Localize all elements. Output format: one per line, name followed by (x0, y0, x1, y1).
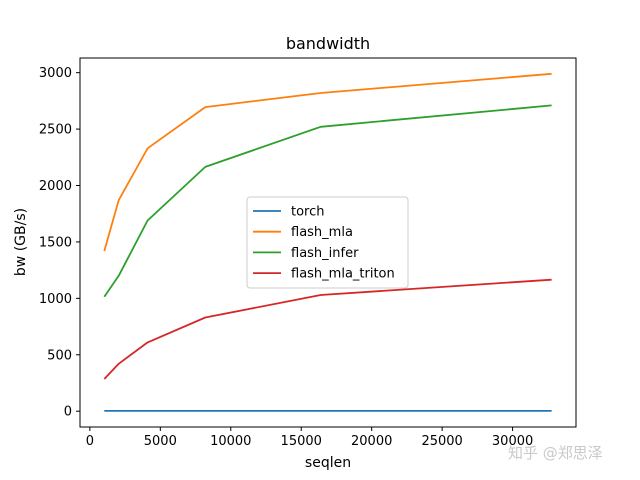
series-line-flash-mla-triton (103, 278, 552, 380)
y-tick-label: 2000 (39, 179, 72, 194)
legend-label: flash_mla (291, 225, 353, 240)
plot-frame (79, 57, 577, 428)
y-tick-label: 3000 (39, 66, 72, 81)
legend-label: torch (291, 205, 325, 220)
y-axis-label: bw (GB/s) (13, 208, 29, 276)
x-tick-label: 25000 (421, 434, 462, 449)
x-axis-label: seqlen (305, 455, 351, 471)
watermark: 知乎 @郑思泽 (508, 444, 603, 462)
y-axis: 0 500 1000 1500 2000 2500 3000 (39, 66, 80, 420)
series-line-flash-mla (103, 72, 552, 252)
y-tick-label: 1000 (39, 292, 72, 307)
x-tick-label: 30000 (492, 434, 533, 449)
legend: torch flash_mla flash_infer flash_mla_trito… (246, 196, 409, 289)
legend-frame (246, 196, 409, 289)
x-axis: 0 5000 10000 15000 20000 25000 30000 (86, 427, 533, 449)
legend-label: flash_infer (291, 246, 359, 261)
plot-area (79, 57, 577, 428)
legend-label: flash_mla_triton (291, 267, 395, 282)
y-tick-label: 2500 (39, 123, 72, 138)
x-tick-label: 5000 (144, 434, 177, 449)
x-tick-label: 20000 (351, 434, 392, 449)
y-tick-label: 0 (64, 405, 72, 420)
chart-title: bandwidth (286, 34, 370, 53)
x-tick-label: 0 (86, 434, 94, 449)
x-tick-label: 10000 (210, 434, 251, 449)
y-tick-label: 1500 (39, 235, 72, 250)
y-tick-label: 500 (47, 348, 72, 363)
x-tick-label: 15000 (281, 434, 322, 449)
series-line-flash-infer (103, 104, 552, 298)
series-layer (103, 72, 552, 412)
